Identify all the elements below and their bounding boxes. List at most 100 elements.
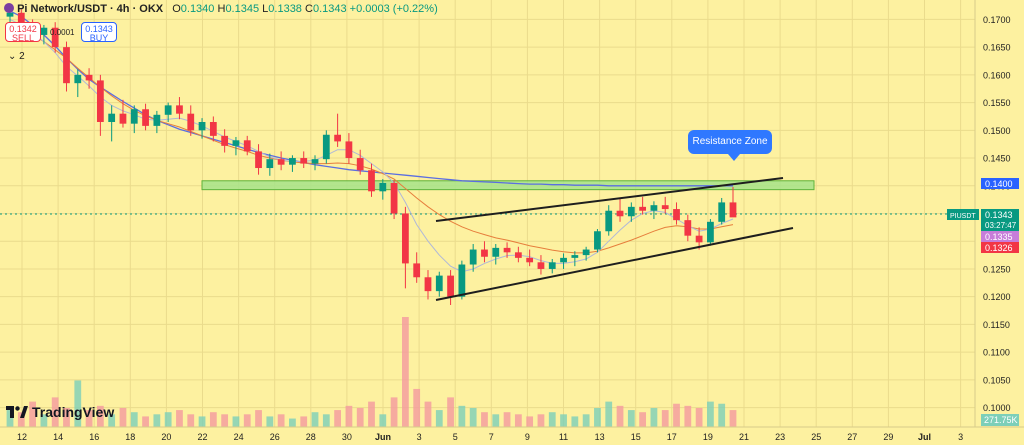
volume-bar — [582, 414, 590, 427]
volume-bar — [74, 380, 82, 427]
candle[interactable] — [266, 159, 274, 169]
candle[interactable] — [368, 170, 375, 192]
candle[interactable] — [17, 12, 25, 25]
candle[interactable] — [142, 109, 149, 126]
candle[interactable] — [424, 277, 432, 292]
candle[interactable] — [639, 206, 647, 211]
candle[interactable] — [51, 27, 59, 48]
x-tick-label: 18 — [125, 432, 135, 442]
volume-bar — [232, 416, 240, 427]
candle[interactable] — [379, 183, 387, 192]
volume-bar — [243, 414, 251, 427]
candle[interactable] — [492, 247, 500, 257]
candle[interactable] — [402, 213, 409, 264]
candle[interactable] — [390, 183, 398, 214]
candle[interactable] — [119, 113, 127, 124]
lower-trendline[interactable] — [435, 227, 794, 301]
candle[interactable] — [6, 12, 14, 17]
candle[interactable] — [560, 257, 567, 263]
candle[interactable] — [96, 80, 104, 122]
candle[interactable] — [616, 210, 624, 217]
candle[interactable] — [526, 257, 534, 263]
candle[interactable] — [74, 74, 82, 84]
candle[interactable] — [458, 264, 466, 297]
candle[interactable] — [661, 205, 669, 210]
volume-bar — [51, 397, 59, 427]
candle[interactable] — [356, 158, 364, 171]
y-tick-label: 0.1450 — [983, 154, 1011, 164]
volume-bar — [119, 407, 127, 427]
volume-bar — [164, 412, 172, 427]
candle[interactable] — [650, 205, 658, 211]
candle[interactable] — [334, 134, 341, 142]
candle[interactable] — [164, 105, 172, 115]
symbol-title[interactable]: Pi Network/USDT · 4h · OKX — [17, 3, 164, 15]
candle[interactable] — [198, 122, 206, 131]
candle[interactable] — [176, 105, 183, 114]
resistance-price-label — [981, 178, 1019, 189]
candle[interactable] — [130, 109, 138, 124]
volume-bar — [300, 416, 308, 427]
candle[interactable] — [469, 249, 477, 265]
buy-button[interactable]: 0.1343 BUY — [81, 22, 117, 43]
candle[interactable] — [627, 206, 635, 217]
volume-bar — [684, 405, 692, 427]
volume-bar — [560, 414, 567, 427]
candle[interactable] — [63, 47, 70, 84]
candle[interactable] — [311, 159, 319, 164]
candle[interactable] — [605, 210, 613, 232]
candle[interactable] — [322, 134, 330, 160]
candle[interactable] — [85, 74, 93, 81]
resistance-zone-callout[interactable]: Resistance Zone — [688, 130, 772, 161]
candle[interactable] — [594, 231, 601, 250]
candle[interactable] — [413, 263, 421, 278]
candle[interactable] — [514, 252, 522, 258]
indicators-toggle[interactable]: ⌄ 2 — [8, 51, 25, 62]
volume-bar — [707, 401, 714, 427]
candle[interactable] — [221, 135, 229, 146]
candles[interactable] — [6, 8, 737, 305]
volume-bar — [153, 414, 161, 427]
candle[interactable] — [277, 159, 285, 165]
candle[interactable] — [582, 249, 590, 256]
candle[interactable] — [718, 202, 726, 222]
sell-button[interactable]: 0.1342 SELL — [5, 22, 41, 43]
candle[interactable] — [548, 262, 556, 269]
high-value: 0.1345 — [225, 3, 260, 15]
candle[interactable] — [300, 158, 308, 164]
candle[interactable] — [729, 202, 737, 218]
volume-bar — [469, 407, 477, 427]
candle[interactable] — [707, 221, 714, 243]
y-tick-label: 0.1150 — [983, 320, 1010, 330]
candle[interactable] — [571, 255, 579, 258]
time-axis[interactable]: 12 14 16 18 20 22 24 26 28 30 Jun 3 5 7 9 11 13 15 17 19 21 2… — [17, 432, 963, 442]
candle[interactable] — [255, 151, 262, 169]
tradingview-logo[interactable]: TradingView — [6, 404, 114, 420]
volume-bar — [17, 412, 25, 427]
candle[interactable] — [537, 262, 545, 269]
volume-bar — [390, 397, 398, 427]
candle[interactable] — [108, 113, 116, 122]
candle[interactable] — [447, 275, 454, 297]
candle[interactable] — [684, 220, 692, 236]
candle[interactable] — [209, 122, 217, 136]
candle[interactable] — [187, 113, 195, 131]
candle[interactable] — [435, 275, 443, 292]
x-tick-label: 26 — [270, 432, 280, 442]
candle[interactable] — [40, 27, 48, 35]
x-tick-label: 14 — [53, 432, 63, 442]
candle[interactable] — [153, 114, 161, 126]
candle[interactable] — [345, 141, 353, 159]
upper-trendline[interactable] — [435, 177, 784, 222]
candle[interactable] — [243, 140, 251, 152]
volume-bar — [402, 317, 409, 427]
candle[interactable] — [289, 158, 296, 165]
candle[interactable] — [232, 140, 240, 146]
candle[interactable] — [481, 249, 488, 257]
candle[interactable] — [503, 247, 511, 253]
resistance-zone[interactable] — [201, 180, 815, 191]
candle[interactable] — [695, 235, 703, 243]
candle[interactable] — [673, 209, 680, 221]
